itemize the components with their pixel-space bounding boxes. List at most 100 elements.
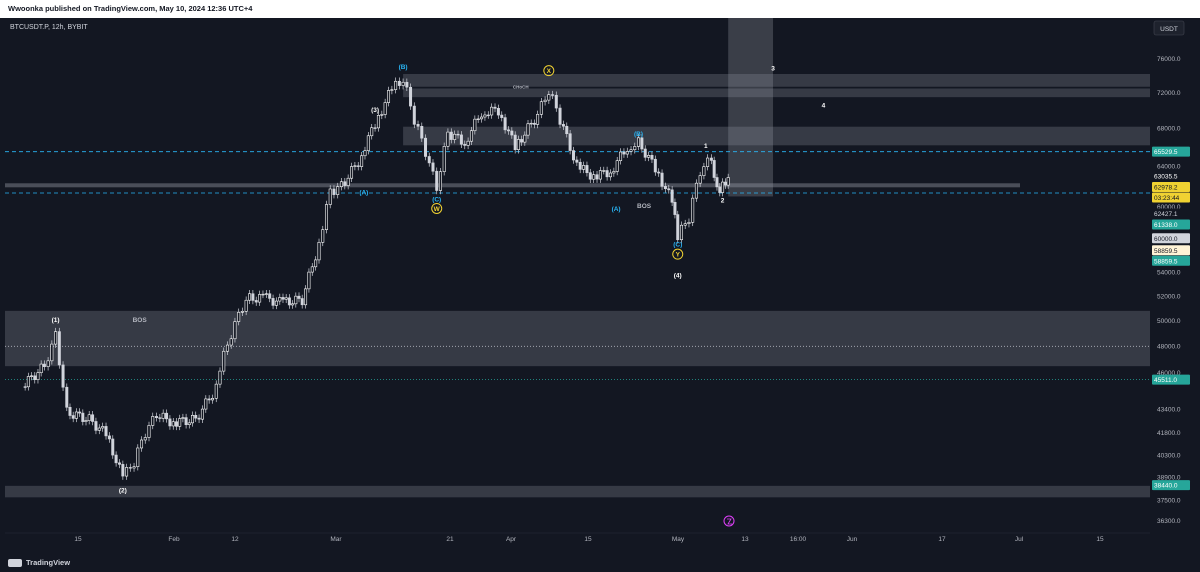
candle-body [104, 426, 108, 437]
zone-zone-67000 [403, 126, 1151, 146]
candle-body [214, 383, 218, 399]
zone-zone-71500 [403, 88, 1151, 98]
time-tick-0: 15 [74, 536, 82, 543]
price-label-3: 03:23:44 [1154, 195, 1180, 202]
price-tick-3: 64000.0 [1157, 163, 1181, 170]
price-axis-bg [1150, 18, 1200, 554]
candle-body [307, 271, 311, 290]
candle-body [387, 90, 391, 103]
candle-body [50, 343, 54, 362]
candle-body [723, 181, 727, 186]
price-label-1: 63035.5 [1154, 173, 1178, 180]
candle-body [207, 398, 211, 401]
candle-body [328, 188, 332, 205]
chart-area[interactable]: (1) BOS (2) (3) (B) (A) (C) W X CHoCH (B) (A) BOS (C)… [0, 18, 1200, 554]
candle-body [321, 229, 325, 243]
price-tick-8: 50000.0 [1157, 318, 1181, 325]
candle-body [582, 165, 586, 170]
candle-body [694, 182, 698, 199]
candle-body [446, 131, 450, 147]
candle-body [561, 124, 565, 127]
candle-body [483, 114, 487, 118]
candle-body [412, 105, 416, 125]
candle-body [136, 447, 140, 467]
candle-body [476, 118, 480, 120]
tradingview-logo[interactable]: TradingView [8, 558, 70, 567]
candle-body [532, 122, 536, 125]
candle-body [258, 294, 262, 303]
candle-body [363, 150, 367, 157]
candle-body [605, 170, 609, 178]
candle-body [304, 288, 308, 306]
time-tick-2: 12 [231, 536, 239, 543]
candle-body [558, 107, 562, 125]
publisher-text: Wwoonka published on TradingView.com, Ma… [8, 4, 253, 13]
tradingview-brand: TradingView [26, 558, 71, 567]
candle-body [691, 197, 695, 223]
candle-body [101, 426, 105, 429]
candle-body [486, 114, 490, 117]
price-label-8: 58859.5 [1154, 258, 1178, 265]
price-label-0: 65529.5 [1154, 149, 1178, 156]
candle-body [679, 224, 683, 241]
wave-label-14: Y [676, 252, 681, 259]
candle-body [71, 415, 75, 419]
candle-body [317, 242, 321, 261]
candle-body [380, 114, 384, 116]
candle-body [592, 174, 596, 180]
price-label-bg-4 [1152, 208, 1190, 219]
candle-body [33, 375, 37, 381]
candle-body [125, 467, 129, 477]
candle-body [698, 175, 702, 184]
candle-body [154, 416, 158, 418]
price-label-6: 60000.0 [1154, 236, 1178, 243]
candle-body [565, 125, 569, 135]
projection-box [728, 18, 774, 197]
time-tick-7: May [672, 536, 685, 543]
candle-body [181, 417, 185, 419]
candle-body [87, 414, 91, 421]
candle-body [657, 171, 661, 174]
candle-body [94, 421, 98, 431]
currency-button[interactable] [1153, 20, 1185, 36]
time-tick-3: Mar [330, 536, 342, 543]
candle-body [673, 201, 677, 215]
candle-body [551, 94, 555, 96]
candle-body [500, 114, 504, 118]
price-tick-13: 40300.0 [1157, 453, 1181, 460]
candle-body [424, 137, 428, 157]
price-label-bg-3 [1152, 192, 1190, 203]
candle-body [353, 165, 357, 167]
candle-body [718, 186, 722, 193]
candle-body [254, 300, 258, 303]
price-tick-1: 72000.0 [1157, 90, 1181, 97]
price-chart[interactable]: (1) BOS (2) (3) (B) (A) (C) W X CHoCH (B) (A) BOS (C)… [0, 18, 1200, 554]
candle-body [161, 412, 165, 419]
candle-body [36, 372, 40, 381]
candle-body [39, 363, 43, 374]
candle-body [147, 425, 151, 438]
candle-body [291, 303, 295, 306]
candle-body [171, 421, 175, 427]
candle-body [480, 116, 484, 120]
candle-body [595, 174, 599, 180]
wave-circle-14 [672, 248, 684, 260]
time-tick-13: 15 [1096, 536, 1104, 543]
candle-body [339, 181, 343, 187]
candle-body [287, 297, 291, 306]
candle-body [459, 134, 463, 145]
candle-body [42, 363, 46, 368]
candle-body [547, 94, 551, 101]
candle-body [633, 146, 637, 151]
candle-body [660, 172, 664, 187]
candle-body [268, 293, 272, 299]
candle-body [350, 166, 354, 179]
candle-body [225, 344, 229, 352]
candle-body [647, 155, 651, 158]
candle-body [405, 81, 409, 88]
wave-label-5: (A) [359, 189, 368, 196]
price-label-bg-5 [1152, 219, 1190, 230]
price-label-bg-7 [1152, 245, 1190, 256]
candle-body [168, 418, 172, 427]
candle-body [218, 370, 222, 385]
